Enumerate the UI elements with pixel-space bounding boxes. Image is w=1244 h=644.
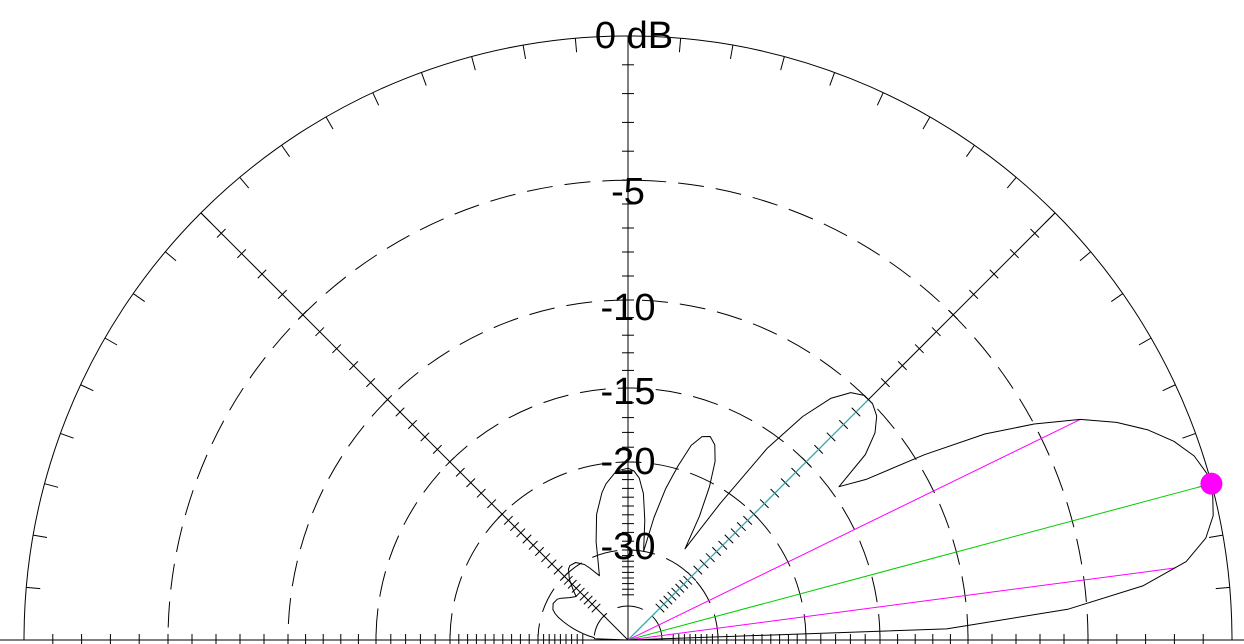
peak-marker-dot (1200, 472, 1223, 495)
radial-tick (583, 595, 593, 605)
outer-tick (281, 144, 290, 157)
outer-tick (239, 176, 250, 189)
radial-tick (395, 407, 405, 417)
outer-tick (1044, 212, 1056, 224)
radial-tick (914, 344, 924, 354)
outer-tick (1208, 534, 1223, 539)
radial-tick (567, 579, 577, 589)
radial-tick (257, 269, 267, 279)
radial-tick (476, 488, 486, 498)
radial-tick (445, 457, 455, 467)
radial-tick (591, 603, 601, 613)
ring-label-minus10: -10 (601, 287, 656, 329)
outer-tick (1111, 293, 1124, 302)
outer-tick (471, 56, 476, 71)
radial-tick (931, 327, 941, 337)
outer-tick (966, 144, 975, 157)
outer-tick (522, 45, 527, 60)
radial-tick (522, 534, 532, 544)
radial-tick (547, 559, 557, 569)
radial-tick (503, 515, 513, 525)
outer-tick (325, 116, 334, 130)
ring-label-minus30: -30 (601, 526, 656, 568)
outer-tick (60, 432, 74, 439)
marker-lines-layer (627, 399, 1212, 641)
radial-tick (553, 565, 563, 575)
radial-tick (497, 509, 507, 519)
radial-tick (897, 361, 907, 371)
half-power-line-marker (627, 567, 1176, 641)
radial-tick (575, 587, 585, 597)
radial-tick (277, 289, 287, 299)
radial-tick (455, 467, 465, 477)
radial-tick (587, 599, 597, 609)
radial-tick (559, 571, 569, 581)
grid-layer (0, 35, 1244, 644)
radial-tick (407, 419, 418, 430)
radial-tick (509, 521, 520, 532)
outer-tick (1215, 586, 1230, 590)
second-lobe-line-marker (627, 399, 869, 641)
half-power-line-marker (627, 418, 1081, 641)
outer-tick (678, 38, 682, 53)
outer-tick (1079, 251, 1092, 262)
ring-label-0db: 0 dB (595, 15, 673, 57)
outer-tick (829, 72, 836, 86)
outer-tick (922, 116, 931, 130)
radial-tick (366, 378, 376, 388)
ring-label-minus15: -15 (601, 371, 656, 413)
radial-tick (237, 249, 247, 259)
outer-tick (420, 72, 427, 86)
outer-tick (372, 92, 380, 106)
radial-tick (989, 269, 999, 279)
radial-tick (579, 591, 589, 601)
radial-tick (1009, 249, 1019, 259)
outer-tick (80, 384, 94, 392)
outer-tick (1162, 384, 1176, 392)
radiation-pattern-curve (552, 392, 1214, 641)
outer-tick (26, 586, 41, 590)
outer-tick (164, 251, 177, 262)
outer-tick (132, 293, 145, 302)
radial-tick (541, 553, 551, 563)
radial-tick (563, 575, 573, 585)
peak-line-marker (627, 483, 1212, 641)
marker-layer (1200, 472, 1223, 495)
outer-tick (1138, 337, 1152, 346)
radial-tick (534, 546, 545, 557)
radial-tick (528, 540, 538, 550)
ring-label-minus20: -20 (601, 441, 656, 483)
outer-tick (44, 483, 59, 488)
outer-tick (1182, 432, 1196, 439)
outer-tick (729, 45, 734, 60)
ring-minus30 (537, 549, 719, 641)
radial-tick (516, 528, 526, 538)
radial-tick (969, 289, 979, 299)
radial-tick (880, 378, 890, 388)
radial-tick (332, 344, 342, 354)
radial-tick (315, 327, 325, 337)
radial-line-135 (200, 212, 629, 641)
outer-tick (780, 56, 785, 71)
radial-tick (298, 310, 308, 320)
outer-tick (876, 92, 884, 106)
radial-tick (1030, 228, 1040, 238)
outer-tick (1006, 176, 1017, 189)
radial-tick (948, 310, 958, 320)
radial-tick (349, 361, 359, 371)
radial-tick (216, 228, 226, 238)
outer-tick (104, 337, 118, 346)
radial-tick (420, 432, 430, 442)
outer-tick (33, 534, 48, 539)
ring-label-minus5: -5 (611, 171, 645, 213)
outer-tick (574, 38, 578, 53)
label-layer: 0 dB -5 -10 -15 -20 -30 (595, 15, 673, 568)
radial-tick (466, 478, 476, 488)
pattern-layer (552, 392, 1214, 641)
radial-tick (432, 444, 442, 454)
radial-tick (382, 394, 393, 405)
radial-tick (487, 499, 497, 509)
outer-tick (200, 212, 212, 224)
